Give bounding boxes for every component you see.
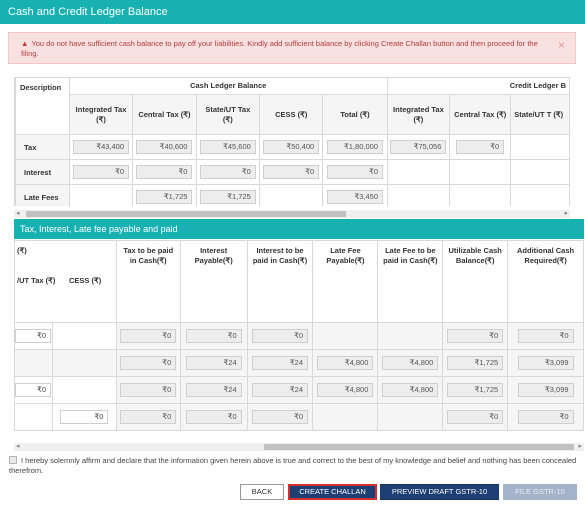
value-field: ₹0 <box>517 410 574 424</box>
col-credit-central-tax: Central Tax (₹) <box>449 94 512 135</box>
value-field: ₹0 <box>136 165 193 179</box>
rupee-label: (₹) <box>17 246 27 255</box>
cash-ledger-group-header: Cash Ledger Balance <box>68 77 388 95</box>
table-row: Late Fees ₹1,725 ₹1,725 ₹3,450 <box>15 184 570 206</box>
value-field: ₹0 <box>263 165 320 179</box>
value-field: ₹45,600 <box>199 140 256 154</box>
value-field: ₹0 <box>120 410 177 424</box>
col-credit-state-ut-tax: State/UT T (₹) <box>510 94 570 135</box>
payable-table: (₹) /UT Tax (₹) CESS (₹) Tax to be paid … <box>14 240 584 434</box>
table-row: ₹0 ₹0 ₹0 ₹0 ₹0 ₹0 <box>14 403 584 431</box>
value-field: ₹4,800 <box>317 383 374 397</box>
warning-icon: ▲ <box>21 39 29 48</box>
value-field: ₹0 <box>185 329 242 343</box>
col-interest-paid-cash: Interest to be paid in Cash(₹) <box>246 240 314 323</box>
col-late-fee-paid-cash: Late Fee to be paid in Cash(₹) <box>377 240 444 323</box>
table-row: ₹0 ₹0 ₹0 ₹0 ₹0 ₹0 <box>14 322 584 350</box>
rupee-header: (₹) /UT Tax (₹) CESS (₹) <box>14 240 117 323</box>
credit-ledger-group-header: Credit Ledger B <box>386 77 570 95</box>
page-header: Cash and Credit Ledger Balance <box>0 0 585 24</box>
value-field: ₹43,400 <box>73 140 130 154</box>
back-button[interactable]: BACK <box>240 484 284 500</box>
col-interest-payable: Interest Payable(₹) <box>179 240 248 323</box>
col-integrated-tax: Integrated Tax (₹) <box>68 94 134 135</box>
value-field: ₹0 <box>447 410 504 424</box>
col-additional-cash: Additional Cash Required(₹) <box>507 240 584 323</box>
scroll-right-icon[interactable]: ▸ <box>578 443 582 450</box>
value-field: ₹1,80,000 <box>327 140 383 154</box>
value-field: ₹0 <box>199 165 256 179</box>
value-field: ₹0 <box>517 329 574 343</box>
payable-horizontal-scrollbar[interactable]: ◂ ▸ <box>14 443 584 451</box>
value-field: ₹0 <box>60 410 109 424</box>
scrollbar-thumb[interactable] <box>26 211 346 217</box>
value-field: ₹0 <box>15 329 51 343</box>
col-cess: CESS (₹) <box>259 94 324 135</box>
ledger-horizontal-scrollbar[interactable]: ◂ ▸ <box>14 210 570 218</box>
row-label-tax: Tax <box>15 134 70 160</box>
value-field: ₹24 <box>252 356 309 370</box>
value-field: ₹75,056 <box>390 140 447 154</box>
col-credit-integrated-tax: Integrated Tax (₹) <box>386 94 451 135</box>
value-field: ₹0 <box>456 140 505 154</box>
value-field: ₹0 <box>252 410 309 424</box>
value-field: ₹4,800 <box>382 356 439 370</box>
value-field: ₹0 <box>73 165 130 179</box>
col-total: Total (₹) <box>322 94 388 135</box>
value-field: ₹40,600 <box>136 140 193 154</box>
insufficient-balance-alert: ▲ You do not have sufficient cash balance… <box>8 32 576 64</box>
value-field: ₹3,450 <box>327 190 383 204</box>
scroll-left-icon[interactable]: ◂ <box>16 210 20 217</box>
create-challan-button[interactable]: CREATE CHALLAN <box>288 484 377 500</box>
value-field: ₹0 <box>327 165 383 179</box>
col-state-ut-tax: /UT Tax (₹) <box>17 276 56 285</box>
col-cess: CESS (₹) <box>69 276 102 285</box>
value-field: ₹4,800 <box>382 383 439 397</box>
declaration-checkbox[interactable] <box>9 456 17 464</box>
close-icon[interactable]: × <box>557 38 565 52</box>
table-row: Interest ₹0 ₹0 ₹0 ₹0 ₹0 <box>15 159 570 185</box>
value-field: ₹24 <box>185 383 242 397</box>
value-field: ₹3,099 <box>517 383 574 397</box>
col-state-ut-tax: State/UT Tax (₹) <box>195 94 261 135</box>
declaration: I hereby solemnly affirm and declare tha… <box>9 456 579 476</box>
value-field: ₹0 <box>120 329 177 343</box>
declaration-text: I hereby solemnly affirm and declare tha… <box>9 456 577 475</box>
value-field: ₹4,800 <box>317 356 374 370</box>
payable-section-header: Tax, Interest, Late fee payable and paid <box>14 219 584 239</box>
value-field: ₹0 <box>15 383 51 397</box>
value-field: ₹24 <box>252 383 309 397</box>
value-field: ₹50,400 <box>263 140 320 154</box>
value-field: ₹24 <box>185 356 242 370</box>
scroll-right-icon[interactable]: ▸ <box>564 210 568 217</box>
value-field: ₹1,725 <box>447 383 504 397</box>
preview-draft-button[interactable]: PREVIEW DRAFT GSTR-10 <box>380 484 499 500</box>
value-field: ₹1,725 <box>199 190 256 204</box>
col-central-tax: Central Tax (₹) <box>132 94 197 135</box>
scroll-left-icon[interactable]: ◂ <box>16 443 20 450</box>
alert-message: You do not have sufficient cash balance … <box>21 39 538 58</box>
value-field: ₹0 <box>185 410 242 424</box>
value-field: ₹0 <box>447 329 504 343</box>
table-row: ₹0 ₹0 ₹24 ₹24 ₹4,800 ₹4,800 ₹1,725 ₹3,09… <box>14 376 584 404</box>
table-row: Tax ₹43,400 ₹40,600 ₹45,600 ₹50,400 ₹1,8… <box>15 134 570 160</box>
value-field: ₹3,099 <box>517 356 574 370</box>
value-field: ₹0 <box>120 383 177 397</box>
value-field: ₹0 <box>120 356 177 370</box>
value-field: ₹1,725 <box>136 190 193 204</box>
col-utilizable-cash: Utilizable Cash Balance(₹) <box>442 240 509 323</box>
value-field: ₹0 <box>252 329 309 343</box>
table-row: ₹0 ₹24 ₹24 ₹4,800 ₹4,800 ₹1,725 ₹3,099 <box>14 349 584 377</box>
file-gstr-button[interactable]: FILE GSTR-10 <box>503 484 577 500</box>
ledger-balance-table: Description Cash Ledger Balance Credit L… <box>14 77 570 206</box>
col-late-fee-payable: Late Fee Payable(₹) <box>312 240 379 323</box>
scrollbar-thumb[interactable] <box>264 444 574 450</box>
description-header: Description <box>15 77 70 135</box>
row-label-interest: Interest <box>15 159 70 185</box>
col-tax-paid-cash: Tax to be paid in Cash(₹) <box>115 240 181 323</box>
row-label-late-fees: Late Fees <box>15 184 70 206</box>
value-field: ₹1,725 <box>447 356 504 370</box>
